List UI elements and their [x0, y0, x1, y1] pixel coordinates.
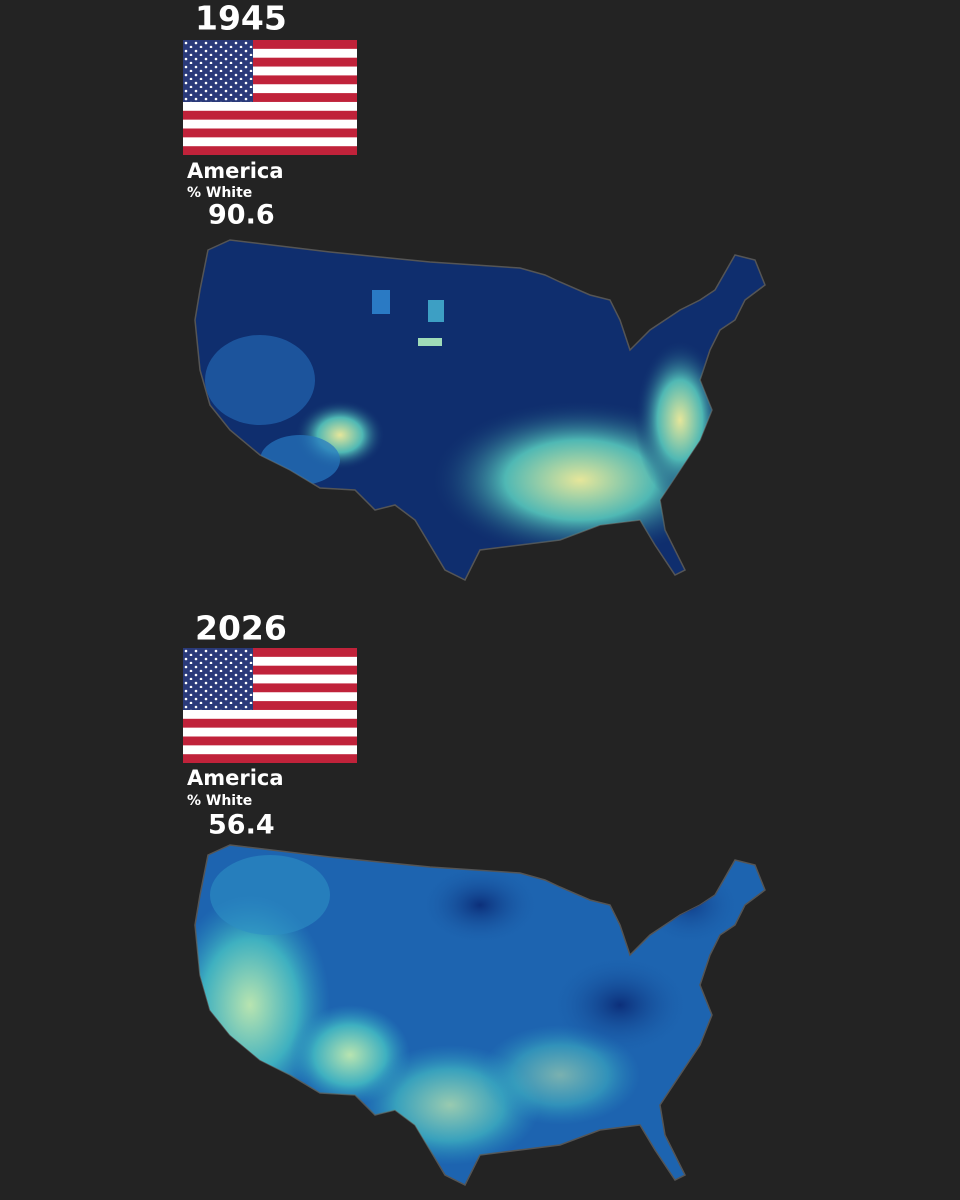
metric: % White [187, 185, 252, 201]
map [194, 239, 766, 581]
map [194, 844, 766, 1186]
value: 90.6 [208, 200, 275, 231]
value: 56.4 [208, 810, 275, 841]
panel-2026: 2026 America % White 56.4 [183, 609, 766, 1186]
flag [183, 648, 357, 763]
label: America [187, 766, 284, 790]
flag [183, 40, 357, 155]
year: 1945 [195, 0, 287, 38]
metric: % White [187, 793, 252, 809]
label: America [187, 159, 284, 183]
year: 2026 [195, 609, 287, 648]
panel-1945: 1945 America % White 90.6 [183, 0, 766, 581]
